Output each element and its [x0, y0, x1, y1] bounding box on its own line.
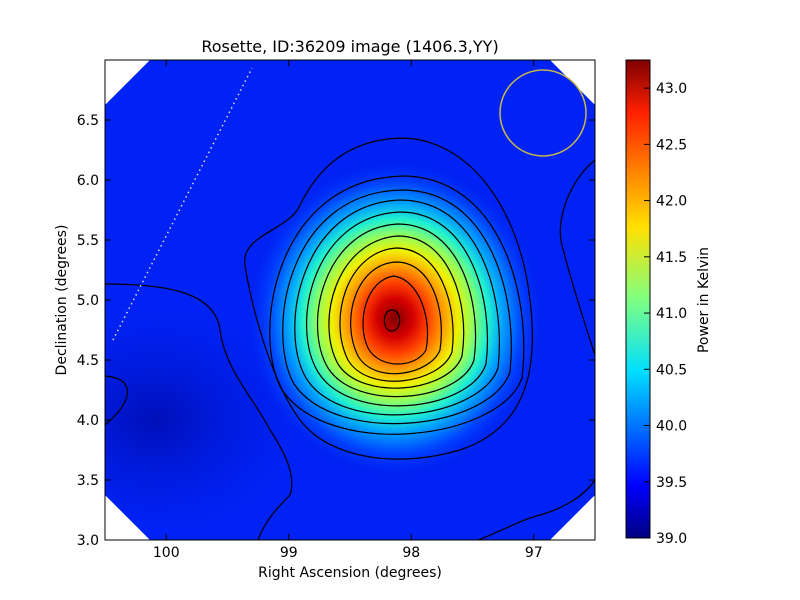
- x-tick-label: 98: [402, 545, 420, 561]
- colorbar-tick-label: 40.0: [656, 419, 687, 435]
- colorbar-tick-label: 42.0: [656, 194, 687, 210]
- y-tick-label: 4.5: [77, 353, 99, 369]
- beam-circle: [499, 69, 587, 157]
- y-tick-label: 6.5: [77, 113, 99, 129]
- y-axis: 3.0 3.5 4.0 4.5 5.0 5.5 6.0 6.5: [77, 113, 595, 549]
- chart-title: Rosette, ID:36209 image (1406.3,YY): [201, 37, 498, 56]
- dotted-line: [112, 67, 253, 341]
- x-tick-label: 99: [280, 545, 298, 561]
- colorbar-tick-label: 39.0: [656, 531, 687, 547]
- contour-lines: [104, 137, 596, 541]
- y-tick-label: 4.0: [77, 413, 99, 429]
- x-axis: 100 99 98 97: [153, 60, 543, 561]
- colorbar-ticks: 39.0 39.5 40.0 40.5 41.0 41.5 42.0 42.5 43.0: [644, 81, 687, 547]
- colorbar-tick-label: 41.0: [656, 306, 687, 322]
- colorbar: [625, 59, 651, 539]
- colorbar-tick-label: 43.0: [656, 81, 687, 97]
- colorbar-label: Power in Kelvin: [696, 247, 712, 353]
- y-tick-label: 3.5: [77, 473, 99, 489]
- colorbar-tick-label: 40.5: [656, 362, 687, 378]
- y-tick-label: 5.0: [77, 293, 99, 309]
- y-tick-label: 6.0: [77, 173, 99, 189]
- heatmap-image: [105, 60, 595, 540]
- y-axis-label: Declination (degrees): [54, 225, 70, 376]
- y-tick-label: 3.0: [77, 533, 99, 549]
- x-tick-label: 97: [525, 545, 543, 561]
- colorbar-tick-label: 42.5: [656, 137, 687, 153]
- y-tick-label: 5.5: [77, 233, 99, 249]
- colorbar-tick-label: 39.5: [656, 475, 687, 491]
- x-axis-label: Right Ascension (degrees): [258, 565, 442, 581]
- colorbar-tick-label: 41.5: [656, 250, 687, 266]
- x-tick-label: 100: [153, 545, 180, 561]
